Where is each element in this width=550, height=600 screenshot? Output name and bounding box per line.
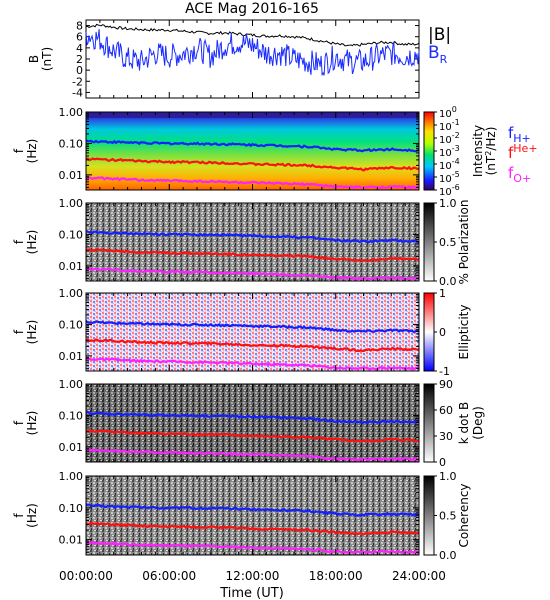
colorbar-tick-exp: 0 <box>452 105 457 114</box>
spectral-panel-2: 1.00 0.10 0.01 f (Hz) 1.0 0.5 0.0% Polarization <box>12 197 471 288</box>
b-field-y-tick-label: 4 <box>76 42 83 55</box>
b-radial-line <box>85 29 420 77</box>
gyro-line-f-h <box>85 139 420 153</box>
colorbar-tick-label: 100 <box>439 105 457 120</box>
colorbar-unit: (nT2/Hz) <box>484 127 498 176</box>
b-field-series <box>85 23 420 77</box>
freq-tick-label: 1.00 <box>59 197 84 210</box>
legend-b-total: |B| <box>428 25 451 45</box>
colorbar <box>423 292 435 372</box>
gyro-line-f-h <box>85 320 420 334</box>
b-field-y-tick-label: 8 <box>76 20 83 33</box>
legend-b-radial-base: B <box>428 43 440 63</box>
colorbar-tick-base: 10 <box>439 135 452 146</box>
gyro-line-f-h <box>85 230 420 244</box>
colorbar-tick-label: 10-4 <box>439 157 460 172</box>
colorbar-tick-label: 0 <box>439 326 446 339</box>
b-field-y-tick-label: 0 <box>76 64 83 77</box>
b-field-y-tick-label: -2 <box>72 75 83 88</box>
freq-tick-label: 1.00 <box>59 106 84 119</box>
colorbar-tick-label: 10-3 <box>439 144 460 159</box>
colorbar-label: Intensity <box>471 125 485 177</box>
freq-tick-label: 0.10 <box>59 228 84 241</box>
spectral-panels: 1.000.100.01f (Hz)10010-110-210-310-410-5… <box>12 105 498 562</box>
b-field-y-label: B <box>27 55 41 63</box>
colorbar-tick-exp: -2 <box>452 131 460 140</box>
colorbar-tick-label: 10-6 <box>439 183 460 198</box>
colorbar-unit-sup: 2 <box>484 151 493 156</box>
colorbar-tick-exp: -5 <box>452 170 460 179</box>
b-field-plot-frame <box>85 19 420 99</box>
colorbar-tick-label: 10-2 <box>439 131 460 146</box>
gyro-line-f-he <box>85 338 420 353</box>
b-total-line <box>85 23 420 47</box>
freq-axis-label: f <box>12 239 26 244</box>
colorbar-label: % Polarization <box>457 200 471 285</box>
colorbar-tick-base: 10 <box>439 122 452 133</box>
colorbar-tick-label: 10-5 <box>439 170 460 185</box>
colorbar-tick-exp: -1 <box>452 118 460 127</box>
b-field-y-tick-label: 2 <box>76 53 83 66</box>
b-field-y-tick-label: -4 <box>72 86 83 99</box>
colorbar-tick-base: 10 <box>439 161 452 172</box>
freq-tick-label: 0.01 <box>59 350 84 363</box>
freq-tick-label: 0.01 <box>59 169 84 182</box>
freq-tick-label: 0.01 <box>59 260 84 273</box>
b-field-y-unit: (nT) <box>40 47 54 71</box>
spectral-panel-1: 1.000.100.01f (Hz)10010-110-210-310-410-5… <box>12 105 498 198</box>
colorbar-tick-label: 0.0 <box>439 275 457 288</box>
colorbar-unit-base: (nT <box>484 155 498 175</box>
colorbar <box>423 111 435 191</box>
freq-tick-label: 0.10 <box>59 137 84 150</box>
gyro-line-f-he <box>85 248 420 263</box>
legend-b-radial: BR <box>428 43 448 66</box>
colorbar-tick-label: 1 <box>439 287 446 300</box>
colorbar-tick-label: 0.5 <box>439 236 457 249</box>
colorbar-unit-tail: /Hz) <box>484 127 498 151</box>
freq-axis-unit: (Hz) <box>25 320 39 345</box>
colorbar-tick-exp: -3 <box>452 144 460 153</box>
colorbar-tick-exp: -6 <box>452 183 460 192</box>
freq-tick-label: 1.00 <box>59 287 84 300</box>
freq-axis-label: f <box>12 148 26 153</box>
freq-axis-unit: (Hz) <box>25 139 39 164</box>
freq-axis-label: f <box>12 329 26 334</box>
spectrogram-image <box>86 203 419 281</box>
colorbar-tick-base: 10 <box>439 187 452 198</box>
colorbar-tick-base: 10 <box>439 148 452 159</box>
legend-b-radial-sub: R <box>440 53 448 66</box>
spectrogram-image <box>86 293 419 371</box>
colorbar-tick-label: 10-1 <box>439 118 460 133</box>
b-field-y-tick-label: 6 <box>76 31 83 44</box>
colorbar-tick-exp: -4 <box>452 157 460 166</box>
figure-title: ACE Mag 2016-165 <box>185 1 319 17</box>
colorbar-label: Ellipticity <box>457 305 471 360</box>
freq-tick-label: 0.10 <box>59 318 84 331</box>
spectral-panel-3: 1.00 0.10 0.01 f (Hz) 1 0 -1 Ellipticity <box>12 287 471 378</box>
colorbar-tick-base: 10 <box>439 109 452 120</box>
colorbar-tick-base: 10 <box>439 174 452 185</box>
colorbar-tick-label: -1 <box>439 365 450 378</box>
freq-axis-unit: (Hz) <box>25 230 39 255</box>
gyro-line-f-he <box>85 157 420 172</box>
colorbar-tick-label: 1.0 <box>439 197 457 210</box>
colorbar <box>423 202 435 282</box>
